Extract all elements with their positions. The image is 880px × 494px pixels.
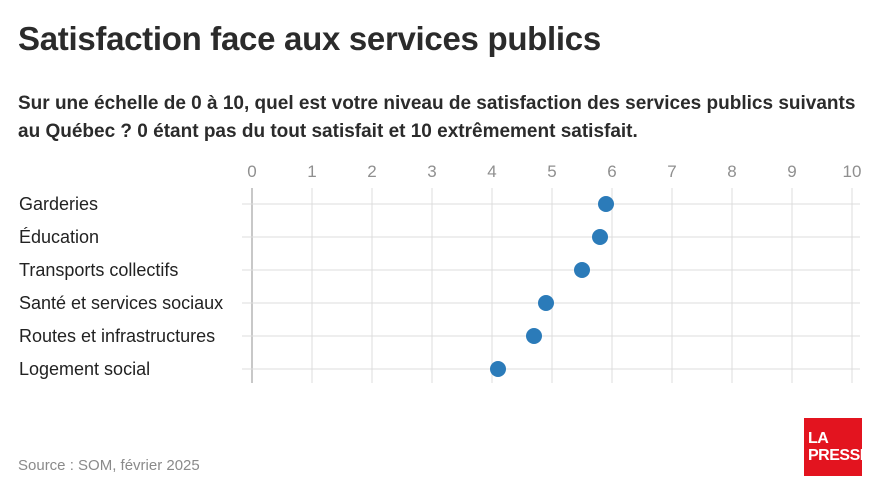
data-points — [490, 196, 614, 377]
chart-subtitle: Sur une échelle de 0 à 10, quel est votr… — [18, 93, 856, 142]
category-label: Logement social — [19, 359, 150, 379]
tick-label-4: 4 — [487, 162, 496, 181]
category-label: Éducation — [19, 227, 99, 247]
tick-label-2: 2 — [367, 162, 376, 181]
data-point — [526, 328, 542, 344]
chart-title: Satisfaction face aux services publics — [18, 20, 601, 57]
tick-label-5: 5 — [547, 162, 556, 181]
tick-label-9: 9 — [787, 162, 796, 181]
logo-line-1: LA — [808, 430, 829, 447]
data-point — [574, 262, 590, 278]
data-point — [592, 229, 608, 245]
logo-line-2: PRESSE — [808, 447, 870, 464]
tick-label-3: 3 — [427, 162, 436, 181]
category-label: Transports collectifs — [19, 260, 178, 280]
x-axis-ticks: 0 1 2 3 4 5 6 7 8 9 10 — [247, 162, 861, 181]
gridlines — [242, 188, 860, 383]
tick-label-6: 6 — [607, 162, 616, 181]
source-note: Source : SOM, février 2025 — [18, 457, 200, 474]
data-point — [598, 196, 614, 212]
tick-label-1: 1 — [307, 162, 316, 181]
category-label: Routes et infrastructures — [19, 326, 215, 346]
data-point — [538, 295, 554, 311]
category-label: Santé et services sociaux — [19, 293, 223, 313]
category-label: Garderies — [19, 194, 98, 214]
tick-label-0: 0 — [247, 162, 256, 181]
tick-label-10: 10 — [843, 162, 862, 181]
la-presse-logo: LA PRESSE — [804, 418, 870, 476]
data-point — [490, 361, 506, 377]
tick-label-7: 7 — [667, 162, 676, 181]
category-labels: Garderies Éducation Transports collectifs S… — [19, 194, 223, 379]
tick-label-8: 8 — [727, 162, 736, 181]
